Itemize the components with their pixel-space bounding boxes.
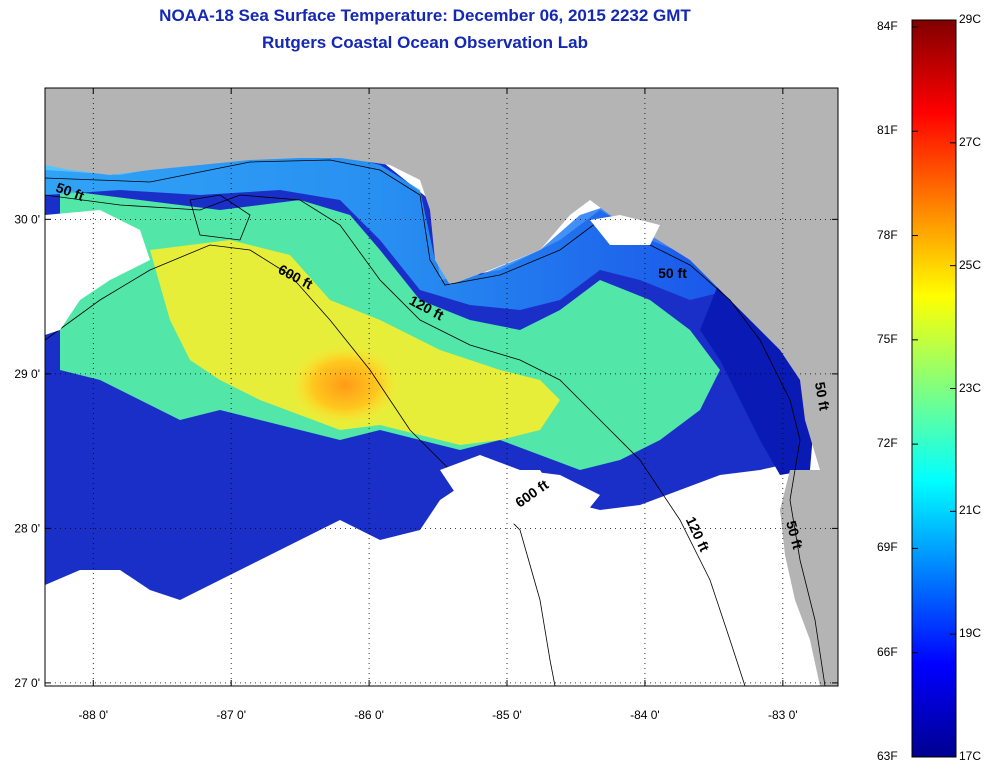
- lat-tick-label: 28 0': [14, 521, 40, 535]
- colorbar-fahrenheit-label: 63F: [877, 749, 898, 763]
- map-field: [45, 88, 838, 686]
- colorbar-fahrenheit-label: 72F: [877, 436, 898, 451]
- contour-label: 50 ft: [812, 381, 833, 412]
- contour-600ft: [45, 244, 556, 686]
- colorbar-celsius-label: 29C: [959, 12, 982, 26]
- colorbar-ticks: [912, 19, 956, 758]
- colorbar-fahrenheit-label: 75F: [877, 331, 898, 346]
- land-mobile-bay: [70, 105, 100, 160]
- contour-120ft: [45, 194, 746, 686]
- colorbar-fahrenheit-label: 81F: [877, 123, 898, 138]
- lon-tick-label: -83 0': [768, 708, 798, 722]
- colorbar-celsius-label: 17C: [959, 749, 982, 763]
- lat-tick-label: 29 0': [14, 367, 40, 381]
- colorbar-fahrenheit-label: 69F: [877, 540, 898, 555]
- contour-label: 50 ft: [783, 519, 806, 551]
- lon-tick-label: -86 0': [354, 708, 384, 722]
- colorbar-celsius-label: 21C: [959, 503, 982, 518]
- lon-tick-label: -85 0': [492, 708, 522, 722]
- lat-tick-label: 30 0': [14, 212, 40, 226]
- map-subtitle: Rutgers Coastal Ocean Observation Lab: [262, 33, 588, 52]
- coastal-dark-water: [700, 280, 815, 475]
- colorbar-fahrenheit-label: 78F: [877, 227, 898, 242]
- contour-600ft-inner: [189, 194, 251, 241]
- cloud-patch-east: [590, 215, 660, 245]
- colorbar: [911, 19, 957, 758]
- land-north: [45, 88, 838, 470]
- shelf-water: [45, 152, 730, 310]
- axis-ticks: -88 0' -87 0' -86 0' -85 0' -84 0' -83 0' 30 0…: [14, 88, 838, 722]
- sea-warm-region: [150, 240, 560, 445]
- colorbar-fahrenheit-label: 66F: [877, 644, 898, 659]
- map-frame: [44, 87, 839, 687]
- colorbar-celsius-label: 27C: [959, 134, 982, 149]
- contour-label: 50 ft: [658, 265, 687, 281]
- map-title: NOAA-18 Sea Surface Temperature: Decembe…: [159, 6, 691, 25]
- land-peninsula: [780, 470, 838, 686]
- colorbar-celsius-label: 25C: [959, 257, 982, 272]
- graticule: [45, 88, 838, 686]
- lon-tick-label: -84 0': [630, 708, 660, 722]
- colorbar-celsius-label: 19C: [959, 626, 982, 641]
- cloud-patch: [45, 210, 150, 335]
- lon-tick-label: -87 0': [216, 708, 246, 722]
- lon-tick-label: -88 0': [78, 708, 108, 722]
- lat-tick-label: 27 0': [14, 676, 40, 690]
- warm-core: [290, 345, 400, 425]
- cloud-patch-south: [440, 455, 600, 525]
- colorbar-celsius-label: 23C: [959, 380, 982, 395]
- colorbar-fahrenheit-label: 84F: [877, 18, 898, 33]
